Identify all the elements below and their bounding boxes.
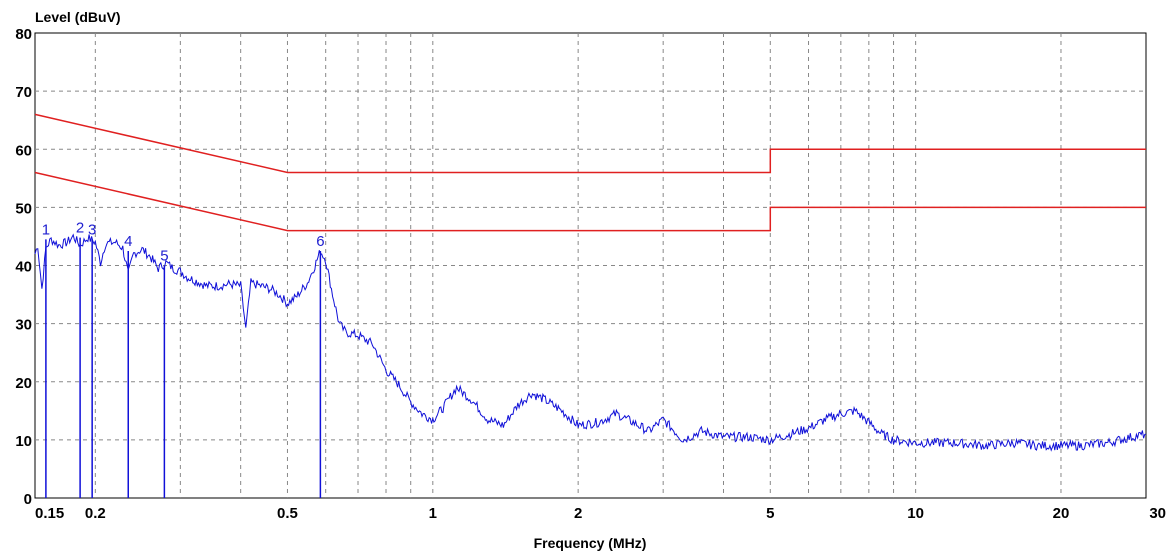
y-tick-label: 40 [15, 259, 32, 276]
marker-label-4: 4 [124, 233, 132, 250]
x-tick-label: 30 [1149, 505, 1166, 522]
x-axis-title: Frequency (MHz) [534, 535, 647, 551]
y-tick-labels: 0 10 20 30 40 50 60 70 80 [15, 26, 32, 508]
measurement-trace [34, 233, 1147, 452]
y-tick-label: 10 [15, 433, 32, 450]
x-tick-label: 2 [574, 505, 582, 522]
x-tick-label: 20 [1053, 505, 1070, 522]
y-tick-label: 30 [15, 317, 32, 334]
limit-lines [34, 113, 1146, 232]
x-tick-label: 0.2 [85, 505, 106, 522]
marker-label-1: 1 [42, 221, 50, 238]
x-tick-labels: 0.15 0.2 0.5 1 2 5 10 20 30 [35, 505, 1166, 522]
x-tick-label: 5 [766, 505, 774, 522]
x-tick-label: 0.15 [35, 505, 64, 522]
marker-label-6: 6 [316, 233, 324, 250]
x-tick-label: 10 [907, 505, 924, 522]
x-tick-label: 0.5 [277, 505, 298, 522]
y-tick-label: 0 [24, 491, 32, 508]
y-tick-label: 70 [15, 84, 32, 101]
measurement-series-line [34, 233, 1147, 452]
y-tick-label: 80 [15, 26, 32, 43]
marker-label-5: 5 [160, 248, 168, 265]
limit-line-2 [34, 171, 1146, 232]
marker-label-3: 3 [88, 221, 96, 238]
y-tick-label: 60 [15, 142, 32, 159]
marker-label-2: 2 [76, 220, 84, 237]
y-tick-label: 20 [15, 375, 32, 392]
limit-line-1 [34, 113, 1146, 174]
x-tick-label: 1 [429, 505, 437, 522]
y-axis-title: Level (dBuV) [35, 9, 121, 25]
y-tick-label: 50 [15, 200, 32, 217]
